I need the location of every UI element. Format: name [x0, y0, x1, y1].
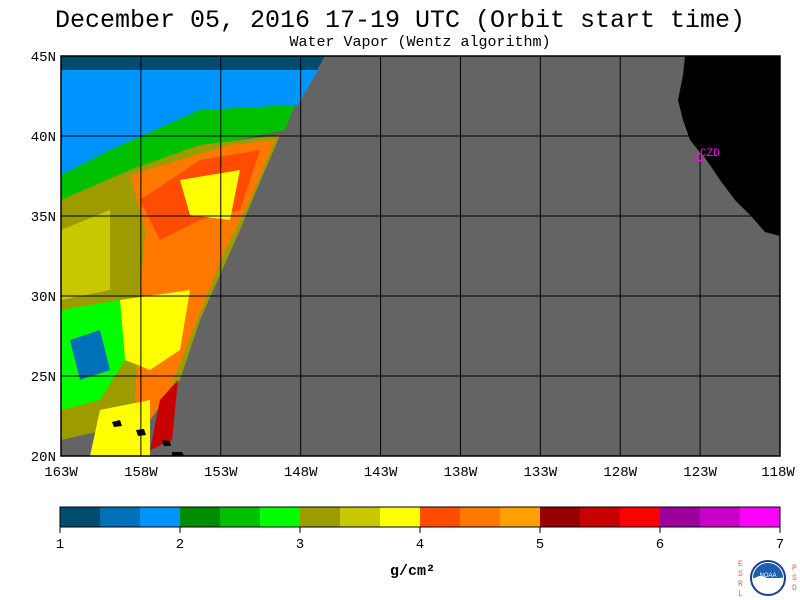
map-frame [60, 55, 781, 457]
colorbar-tick-label: 2 [176, 537, 184, 553]
logo-letter-d: D [792, 584, 797, 593]
station-label-czd: CZD [700, 148, 720, 160]
noaa-esrl-psd-logo: E S R L NOAA P S D [738, 560, 797, 599]
colorbar-swatch [380, 507, 421, 527]
map-title: December 05, 2016 17-19 UTC (Orbit start… [54, 6, 746, 35]
colorbar-swatch [460, 507, 501, 527]
colorbar-swatch [340, 507, 381, 527]
lon-tick-label: 143W [364, 465, 398, 481]
lon-tick-label: 148W [284, 465, 318, 481]
colorbar-swatch [700, 507, 741, 527]
lon-tick-label: 138W [444, 465, 478, 481]
colorbar-tick-label: 6 [656, 537, 664, 553]
esrl-letters: E S R L [738, 560, 743, 599]
logo-letter-e: E [738, 560, 743, 569]
lat-tick-label: 45N [31, 50, 56, 66]
map-grid [61, 56, 780, 456]
lat-tick-label: 30N [31, 290, 56, 306]
lon-tick-label: 123W [683, 465, 717, 481]
colorbar-swatch [420, 507, 461, 527]
swath-yellow [180, 170, 240, 220]
logo-letter-s2: S [792, 574, 797, 583]
colorbar-tick-label: 4 [416, 537, 424, 553]
colorbar-tick-label: 5 [536, 537, 544, 553]
colorbar-swatch [220, 507, 261, 527]
psd-letters: P S D [792, 564, 797, 593]
map-subtitle: Water Vapor (Wentz algorithm) [289, 34, 551, 51]
colorbar-swatch [180, 507, 221, 527]
colorbar-tick-label: 7 [776, 537, 784, 553]
colorbar-swatch [740, 507, 781, 527]
colorbar-swatch [260, 507, 301, 527]
colorbar-units: g/cm² [390, 563, 436, 580]
colorbar-swatch [580, 507, 621, 527]
colorbar-swatch [620, 507, 661, 527]
swath-yellow-green [61, 210, 110, 300]
lon-tick-label: 158W [124, 465, 158, 481]
colorbar-swatch [500, 507, 541, 527]
lat-tick-label: 35N [31, 210, 56, 226]
lon-tick-labels: 163W 158W 153W 148W 143W 138W 133W 128W 123W 118W [44, 465, 795, 481]
colorbar-swatch [660, 507, 701, 527]
logo-letter-p: P [792, 564, 797, 573]
land-california [678, 56, 780, 236]
swath-darkred [150, 380, 178, 450]
swath-yellow-2 [120, 290, 190, 370]
swath-edge-mask [182, 56, 780, 456]
logo-letter-s: S [738, 570, 743, 579]
colorbar-swatch [300, 507, 341, 527]
colorbar-swatch [60, 507, 101, 527]
swath-blue-south [70, 330, 110, 380]
colorbar-swatch [540, 507, 581, 527]
colorbar-tick-label: 3 [296, 537, 304, 553]
lon-tick-label: 133W [524, 465, 558, 481]
lon-tick-label: 118W [761, 465, 795, 481]
lon-tick-label: 163W [44, 465, 78, 481]
colorbar [59, 506, 781, 528]
colorbar-tick-label: 1 [56, 537, 64, 553]
station-marker: CZD [696, 148, 720, 162]
lon-tick-label: 128W [603, 465, 637, 481]
swath-blue [61, 70, 318, 190]
colorbar-swatch [140, 507, 181, 527]
island-hawaii [172, 452, 184, 456]
swath-yellow-south [90, 400, 150, 456]
lat-tick-labels: 45N 40N 35N 30N 25N 20N [31, 50, 56, 466]
colorbar-tick-labels: 1 2 3 4 5 6 7 [56, 527, 784, 553]
lat-tick-label: 40N [31, 130, 56, 146]
noaa-text: NOAA [759, 573, 776, 579]
lat-tick-label: 25N [31, 370, 56, 386]
island-maui [162, 440, 171, 446]
logo-letter-l: L [738, 590, 743, 599]
colorbar-swatch [100, 507, 141, 527]
lon-tick-label: 153W [204, 465, 238, 481]
lat-tick-label: 20N [31, 450, 56, 466]
logo-letter-r: R [738, 580, 743, 589]
island-kauai [112, 420, 122, 427]
